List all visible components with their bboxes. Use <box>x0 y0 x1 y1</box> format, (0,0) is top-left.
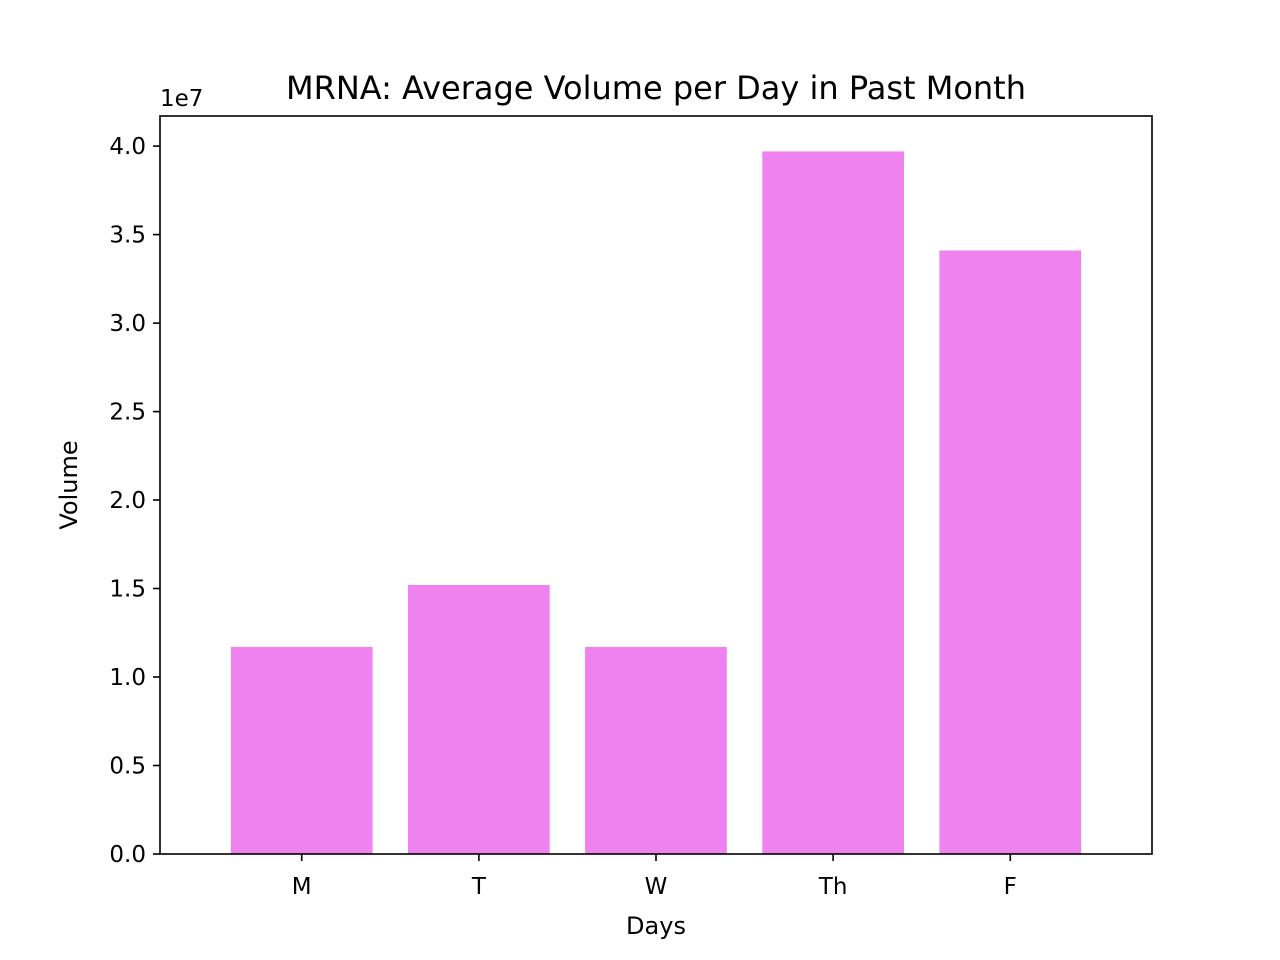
y-tick-label: 1.0 <box>109 665 146 691</box>
chart-title: MRNA: Average Volume per Day in Past Mon… <box>286 69 1026 107</box>
y-tick-label: 4.0 <box>109 134 146 160</box>
y-axis-label: Volume <box>55 440 83 529</box>
y-axis-ticks: 0.0 0.5 1.0 1.5 2.0 2.5 3.0 3.5 4.0 <box>109 134 160 868</box>
y-tick-label: 0.0 <box>109 842 146 868</box>
plot-frame <box>159 115 1153 855</box>
x-tick-label: M <box>292 874 312 900</box>
x-tick-label: Th <box>818 874 848 900</box>
bar-f <box>939 250 1082 854</box>
bar-th <box>762 151 904 854</box>
y-axis-offset-label: 1e7 <box>160 86 203 112</box>
x-tick-label: W <box>645 874 668 900</box>
y-tick-label: 1.5 <box>109 577 146 603</box>
y-tick-label: 2.0 <box>109 488 146 514</box>
bar-t <box>408 585 550 854</box>
bar-w <box>585 646 727 854</box>
x-tick-label: F <box>1004 874 1017 900</box>
x-axis-ticks: M T W Th F <box>292 854 1017 900</box>
x-axis-label: Days <box>626 912 686 940</box>
y-tick-label: 0.5 <box>109 754 146 780</box>
bars-group <box>230 151 1082 854</box>
y-tick-label: 3.0 <box>109 311 146 337</box>
x-tick-label: T <box>471 874 487 900</box>
y-tick-label: 2.5 <box>109 400 146 426</box>
y-tick-label: 3.5 <box>109 223 146 249</box>
bar-m <box>230 646 373 854</box>
